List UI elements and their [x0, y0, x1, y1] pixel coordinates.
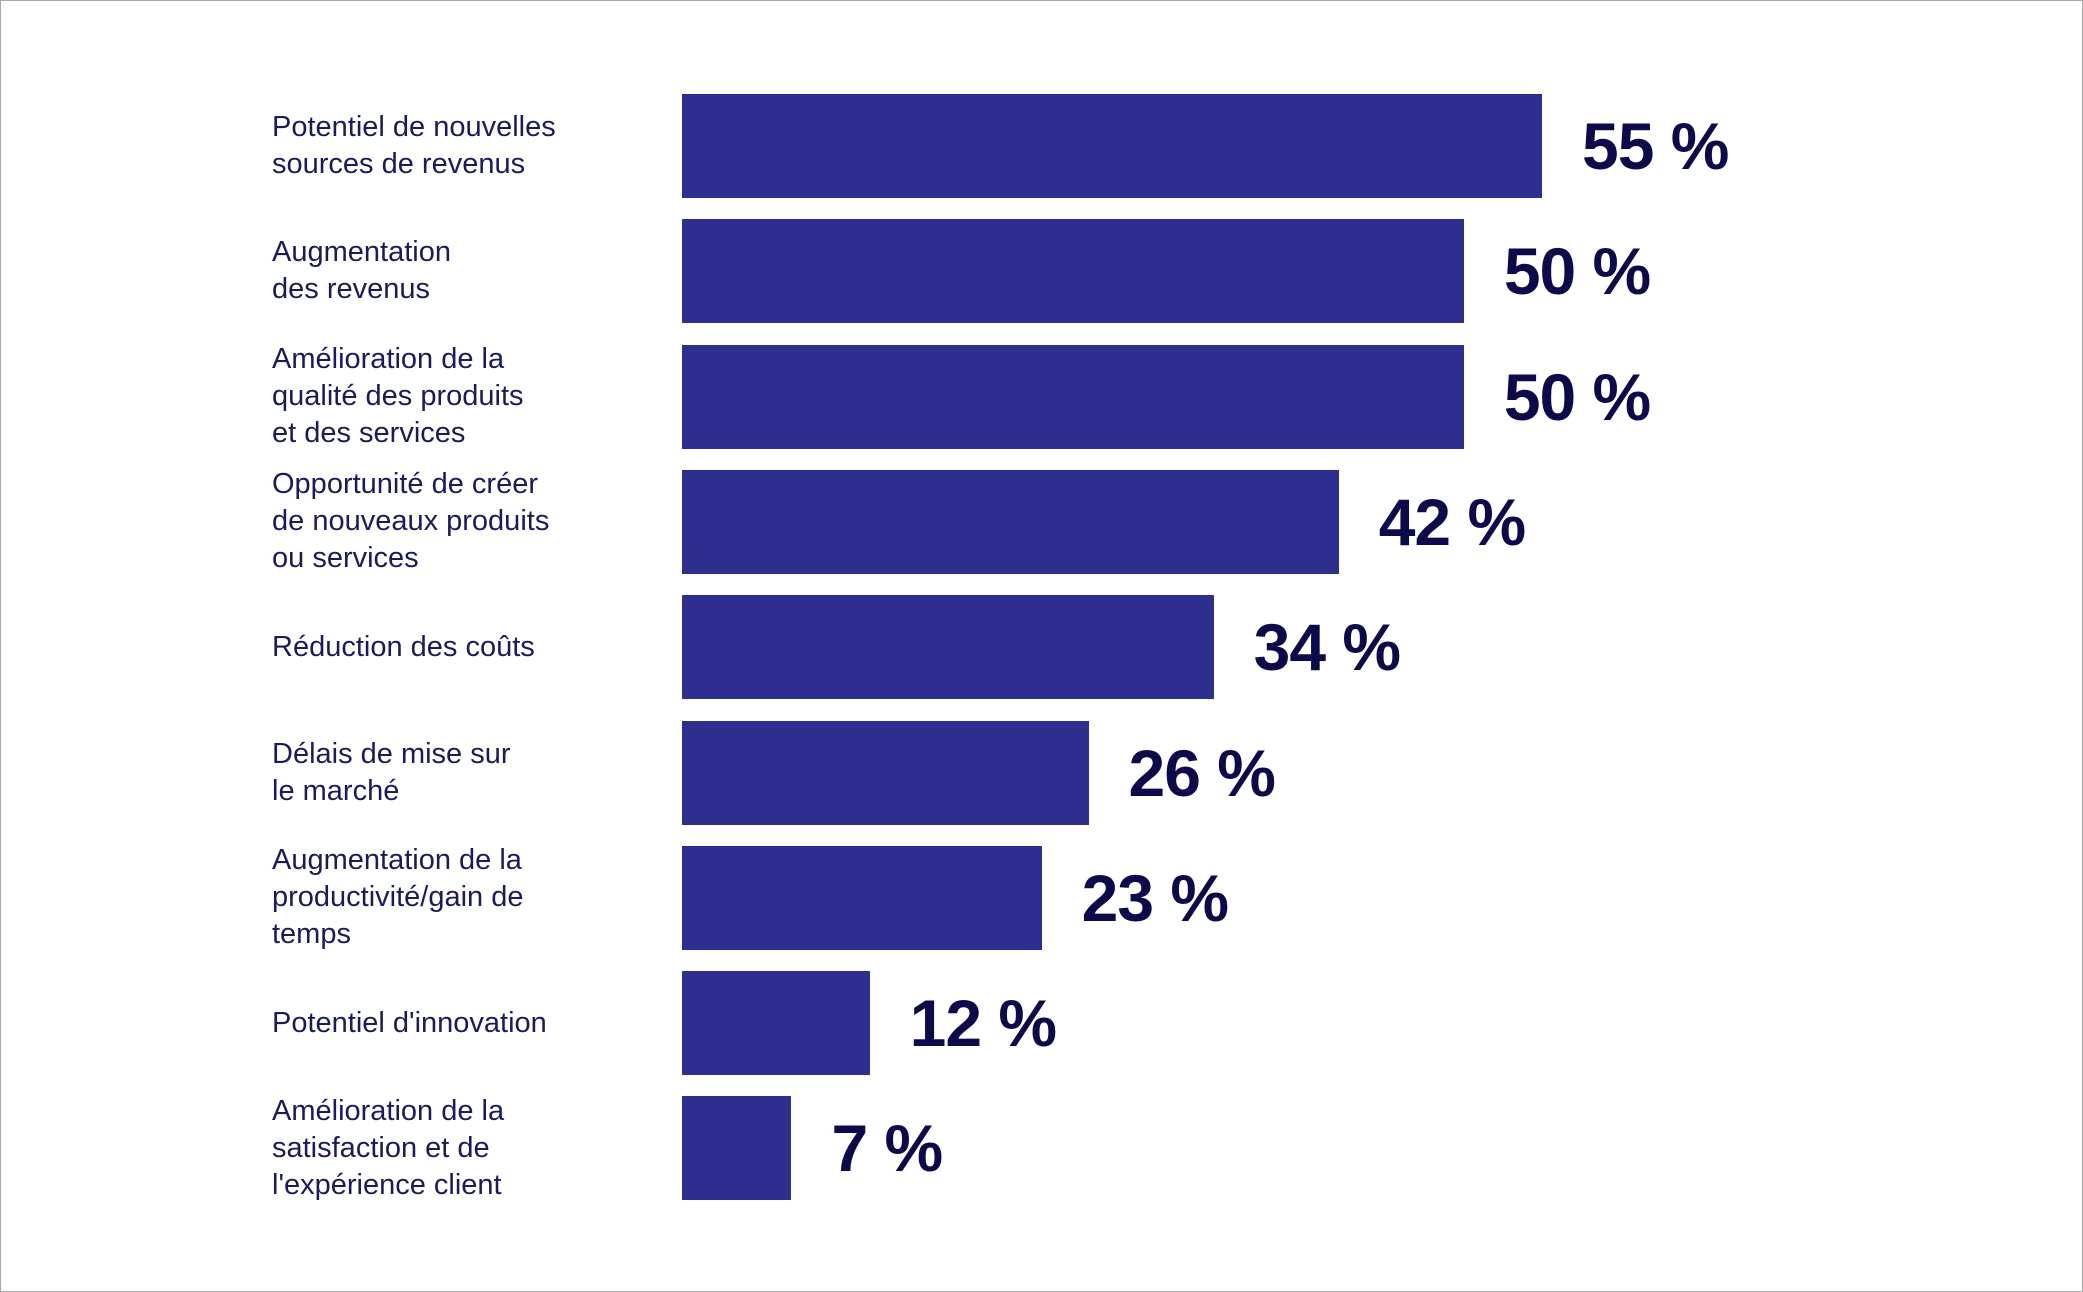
category-label: Augmentation de la productivité/gain de … — [272, 844, 524, 951]
value-label: 50 % — [1503, 234, 1651, 309]
bar — [682, 720, 1089, 825]
bar — [682, 219, 1464, 324]
value-label: 26 % — [1128, 735, 1276, 810]
value-label: 42 % — [1378, 484, 1526, 559]
value-label: 12 % — [909, 986, 1057, 1061]
category-label: Réduction des coûts — [272, 630, 535, 663]
category-label: Amélioration de la satisfaction et de l'… — [272, 1094, 505, 1201]
bar — [682, 595, 1214, 700]
value-label: 55 % — [1582, 109, 1729, 183]
bar — [682, 971, 870, 1076]
bar — [682, 94, 1542, 198]
value-label: 7 % — [831, 1111, 943, 1186]
bar — [682, 845, 1042, 950]
value-label: 23 % — [1081, 860, 1229, 935]
category-label: Opportunité de créer de nouveaux produit… — [272, 468, 550, 575]
value-label: 34 % — [1253, 610, 1401, 685]
category-label: Augmentation des revenus — [272, 236, 451, 306]
category-label: Potentiel d'innovation — [272, 1006, 547, 1039]
category-label: Délais de mise sur le marché — [272, 737, 511, 807]
bar — [682, 344, 1464, 449]
category-label: Potentiel de nouvelles sources de revenu… — [272, 111, 556, 180]
value-label: 50 % — [1503, 359, 1651, 434]
bar — [682, 469, 1339, 574]
category-label: Amélioration de la qualité des produits … — [272, 343, 524, 450]
bar — [682, 1096, 792, 1201]
